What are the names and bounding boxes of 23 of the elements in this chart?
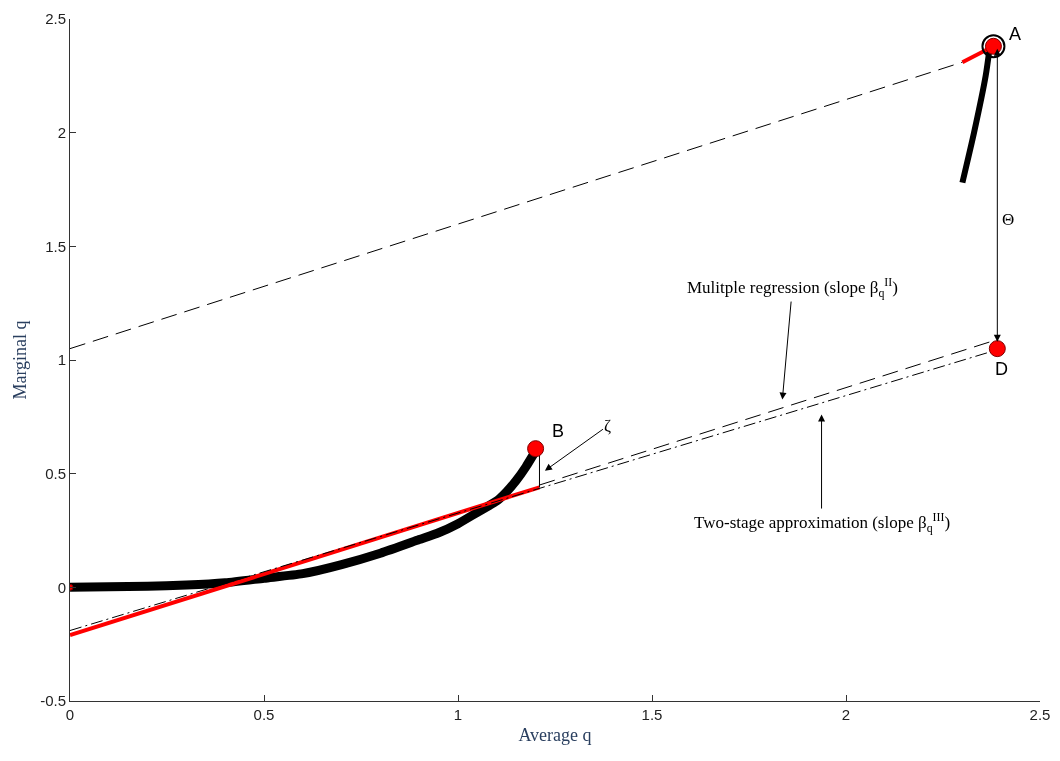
x-tick-label: 2: [841, 706, 851, 723]
y-tick-label: 0.5: [45, 464, 66, 482]
annotation: Θ: [1002, 210, 1015, 229]
point: [988, 340, 1006, 358]
y-tick-label: 2.5: [45, 10, 66, 28]
y-axis-title: Marginal q: [10, 320, 31, 400]
point: [527, 440, 545, 458]
annotation: Two-stage approximation (slope β$_{q}$$^{III}$): [694, 510, 951, 535]
annotation: ζ: [604, 416, 612, 435]
x-tick-label: 0.5: [253, 706, 275, 723]
annotation: D: [995, 359, 1008, 379]
y-tick-label: -0.5: [40, 692, 66, 710]
x-tick-label: 1: [453, 706, 463, 723]
y-tick-label: 0: [57, 578, 66, 596]
annotation: Mulitple regression (slope β$_{q}$$^{II}$): [687, 275, 898, 300]
x-tick-label: 1.5: [641, 706, 663, 723]
x-axis-title: Average q: [518, 725, 592, 746]
y-tick-label: 2: [57, 123, 66, 141]
annotation: B: [552, 421, 565, 441]
annotation: A: [1009, 24, 1022, 44]
x-tick-label: 2.5: [1029, 706, 1051, 723]
y-tick-label: 1.5: [45, 237, 66, 255]
y-tick-label: 1: [57, 351, 66, 369]
